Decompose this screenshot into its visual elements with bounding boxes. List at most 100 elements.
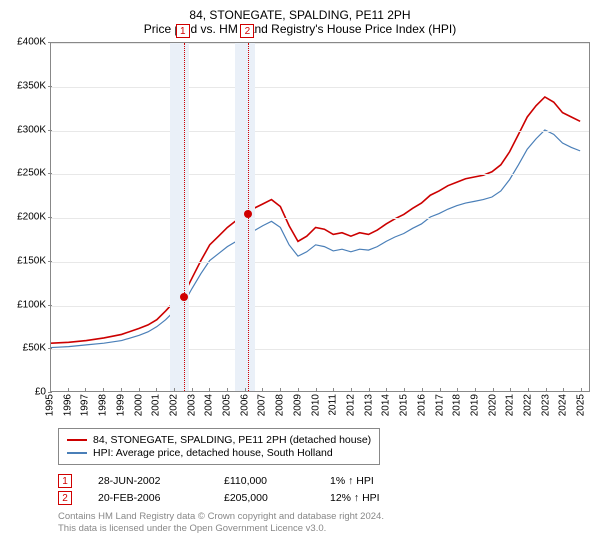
x-tick-label: 2009 [292,394,303,416]
x-tick-label: 2012 [345,394,356,416]
x-tickmark [209,388,210,392]
x-tick-label: 2014 [381,394,392,416]
legend-label: HPI: Average price, detached house, Sout… [93,447,333,459]
x-tick-label: 2021 [505,394,516,416]
highlight-band [235,43,254,391]
gridline-h [51,174,589,175]
event-row: 220-FEB-2006£205,00012% ↑ HPI [58,491,590,505]
x-tick-label: 2024 [558,394,569,416]
y-axis: £0£50K£100K£150K£200K£250K£300K£350K£400… [10,42,48,392]
gridline-h [51,218,589,219]
chart-title: 84, STONEGATE, SPALDING, PE11 2PH [10,8,590,22]
x-tickmark [174,388,175,392]
legend-row: 84, STONEGATE, SPALDING, PE11 2PH (detac… [67,434,371,446]
x-tickmark [581,388,582,392]
legend-row: HPI: Average price, detached house, Sout… [67,447,371,459]
y-tickmark [48,305,52,306]
event-row-price: £110,000 [224,475,304,487]
x-tickmark [457,388,458,392]
y-tick-label: £50K [23,343,46,354]
x-tickmark [422,388,423,392]
x-tickmark [245,388,246,392]
footer-line1: Contains HM Land Registry data © Crown c… [58,511,590,523]
event-row-date: 28-JUN-2002 [98,475,198,487]
x-tick-label: 2023 [540,394,551,416]
x-tick-label: 2025 [576,394,587,416]
event-row-pct: 1% ↑ HPI [330,475,374,487]
x-tickmark [316,388,317,392]
x-tickmark [280,388,281,392]
x-axis: 1995199619971998199920002001200220032004… [50,392,590,422]
gridline-h [51,131,589,132]
legend-swatch [67,439,87,441]
x-tickmark [139,388,140,392]
legend-label: 84, STONEGATE, SPALDING, PE11 2PH (detac… [93,434,371,446]
x-tickmark [351,388,352,392]
highlight-band [170,43,189,391]
x-tick-label: 1997 [80,394,91,416]
y-tick-label: £350K [17,80,46,91]
event-marker [244,210,252,218]
x-tick-label: 2004 [204,394,215,416]
x-tickmark [510,388,511,392]
x-tick-label: 1995 [45,394,56,416]
y-tick-label: £300K [17,124,46,135]
y-tickmark [48,261,52,262]
x-tick-label: 2007 [257,394,268,416]
x-tickmark [227,388,228,392]
event-row-badge: 1 [58,474,72,488]
x-tick-label: 2001 [151,394,162,416]
gridline-h [51,262,589,263]
y-tickmark [48,348,52,349]
x-tick-label: 2013 [363,394,374,416]
x-tick-label: 2020 [487,394,498,416]
x-tick-label: 1998 [98,394,109,416]
x-tick-label: 2015 [399,394,410,416]
x-tick-label: 2006 [239,394,250,416]
events-table: 128-JUN-2002£110,0001% ↑ HPI220-FEB-2006… [58,474,590,505]
x-tickmark [121,388,122,392]
x-tickmark [528,388,529,392]
event-line [184,43,185,391]
series-line [51,130,580,348]
x-tick-label: 2019 [469,394,480,416]
x-tickmark [262,388,263,392]
x-tickmark [386,388,387,392]
x-tickmark [50,388,51,392]
x-tickmark [333,388,334,392]
gridline-h [51,43,589,44]
y-tick-label: £400K [17,37,46,48]
y-tickmark [48,86,52,87]
x-tick-label: 2000 [133,394,144,416]
y-tickmark [48,130,52,131]
x-tickmark [85,388,86,392]
event-row-pct: 12% ↑ HPI [330,492,380,504]
event-row: 1 28-JUN-2002 £110,000 1% ↑ HPI [58,474,590,488]
plot-area [50,42,590,392]
x-tickmark [68,388,69,392]
event-marker [180,293,188,301]
x-tickmark [298,388,299,392]
y-tickmark [48,217,52,218]
event-badge: 2 [240,24,254,38]
x-tick-label: 2008 [275,394,286,416]
footer: Contains HM Land Registry data © Crown c… [58,511,590,536]
x-tick-label: 2018 [452,394,463,416]
x-tick-label: 2011 [328,394,339,416]
x-tickmark [546,388,547,392]
x-tickmark [192,388,193,392]
footer-line2: This data is licensed under the Open Gov… [58,523,590,535]
x-tickmark [493,388,494,392]
x-tick-label: 2002 [168,394,179,416]
event-row-price: £205,000 [224,492,304,504]
x-tick-label: 2005 [222,394,233,416]
chart-container: 84, STONEGATE, SPALDING, PE11 2PH Price … [0,0,600,560]
line-svg [51,43,589,391]
x-tick-label: 1996 [62,394,73,416]
x-tick-label: 2010 [310,394,321,416]
y-tick-label: £100K [17,299,46,310]
x-tickmark [475,388,476,392]
y-tick-label: £150K [17,255,46,266]
x-tick-label: 2017 [434,394,445,416]
event-badge: 1 [176,24,190,38]
